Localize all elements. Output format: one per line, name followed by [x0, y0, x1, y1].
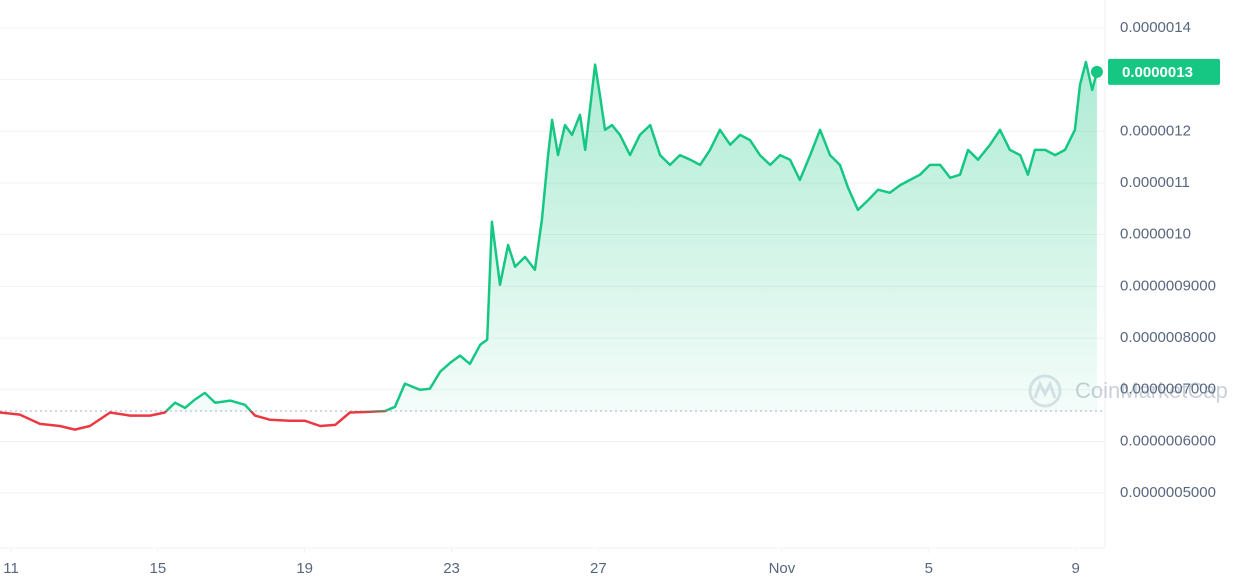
price-tag-label: 0.0000013: [1122, 64, 1193, 81]
y-tick-label: 0.0000011: [1120, 174, 1190, 191]
last-point: [1090, 65, 1103, 78]
x-tick-label: Nov: [769, 560, 796, 577]
y-tick-label: 0.0000014: [1120, 19, 1191, 36]
y-tick-label: 0.0000008000: [1120, 329, 1216, 346]
price-line: [0, 60, 1099, 431]
x-tick-label: 5: [925, 560, 933, 577]
y-tick-label: 0.0000012: [1120, 122, 1191, 139]
x-tick-label: 19: [296, 560, 313, 577]
watermark-text: CoinMarketCap: [1075, 378, 1228, 403]
y-tick-label: 0.0000009000: [1120, 277, 1216, 294]
y-tick-label: 0.0000010: [1120, 226, 1191, 243]
x-tick-label: 15: [150, 560, 167, 577]
y-tick-label: 0.0000006000: [1120, 432, 1216, 449]
price-tag: [1108, 58, 1220, 85]
y-tick-label: 0.0000005000: [1120, 484, 1216, 501]
x-tick-label: 11: [3, 560, 19, 577]
y-tick-label: 0.0000007000: [1120, 381, 1216, 398]
x-tick-label: 27: [590, 560, 607, 577]
x-tick-label: 23: [443, 560, 460, 577]
price-area: [0, 62, 1097, 411]
x-tick-label: 9: [1071, 560, 1079, 577]
